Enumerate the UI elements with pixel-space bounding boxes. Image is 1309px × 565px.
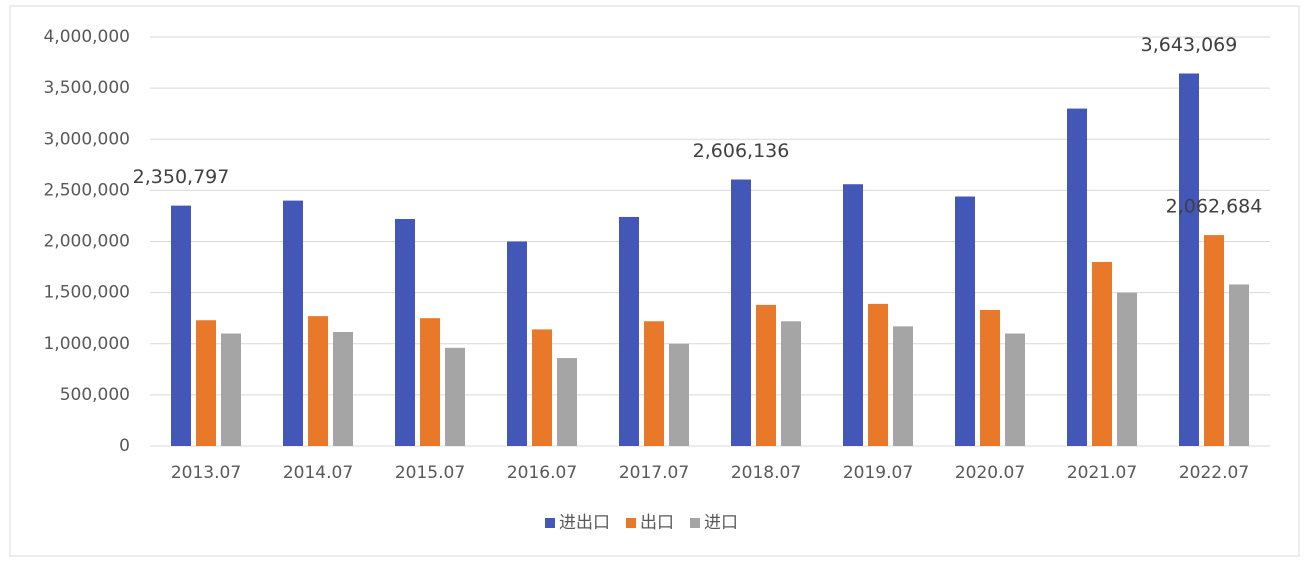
bar [1067, 108, 1087, 446]
bar [781, 321, 801, 446]
legend-swatch [690, 518, 700, 528]
x-tick-label: 2016.07 [507, 463, 577, 483]
legend-label: 进口 [704, 513, 738, 533]
bar [619, 216, 639, 446]
bar [333, 331, 353, 446]
bar [980, 310, 1000, 446]
bar [308, 316, 328, 446]
y-tick-label: 2,500,000 [43, 180, 130, 200]
bar [507, 241, 527, 446]
x-tick-label: 2014.07 [283, 463, 353, 483]
y-tick-label: 500,000 [60, 385, 130, 405]
bar [868, 303, 888, 446]
y-tick-label: 3,500,000 [43, 78, 130, 98]
bar [221, 333, 241, 446]
bar [955, 196, 975, 446]
value-label: 2,062,684 [1166, 196, 1263, 218]
bar [557, 358, 577, 446]
bar [395, 219, 415, 446]
bar [756, 304, 776, 446]
bar [1204, 235, 1224, 446]
x-tick-label: 2020.07 [955, 463, 1025, 483]
bar [171, 205, 191, 446]
y-tick-label: 3,000,000 [43, 129, 130, 149]
bar [420, 318, 440, 446]
bar [644, 321, 664, 446]
bar [1117, 292, 1137, 446]
bar [445, 347, 465, 446]
legend-swatch [545, 518, 555, 528]
x-tick-label: 2021.07 [1067, 463, 1137, 483]
x-tick-label: 2013.07 [171, 463, 241, 483]
legend-label: 出口 [640, 513, 674, 533]
y-tick-label: 1,000,000 [43, 334, 130, 354]
value-label: 3,643,069 [1141, 34, 1238, 56]
bar [893, 326, 913, 446]
bar [283, 200, 303, 446]
bar [196, 320, 216, 446]
bar [669, 343, 689, 446]
y-tick-label: 4,000,000 [43, 27, 130, 47]
bar [532, 329, 552, 446]
legend-label: 进出口 [559, 513, 610, 533]
x-tick-label: 2019.07 [843, 463, 913, 483]
x-tick-label: 2017.07 [619, 463, 689, 483]
y-tick-label: 1,500,000 [43, 283, 130, 303]
bar [731, 179, 751, 447]
bar [1179, 73, 1199, 447]
value-label: 2,350,797 [133, 166, 230, 188]
bar [1092, 261, 1112, 446]
bar [1229, 284, 1249, 446]
legend-swatch [626, 518, 636, 528]
y-tick-label: 2,000,000 [43, 232, 130, 252]
x-tick-label: 2018.07 [731, 463, 801, 483]
bar [1005, 333, 1025, 446]
y-tick-label: 0 [119, 436, 130, 456]
x-tick-label: 2022.07 [1179, 463, 1249, 483]
value-label: 2,606,136 [693, 140, 790, 162]
x-tick-label: 2015.07 [395, 463, 465, 483]
bar [843, 184, 863, 447]
